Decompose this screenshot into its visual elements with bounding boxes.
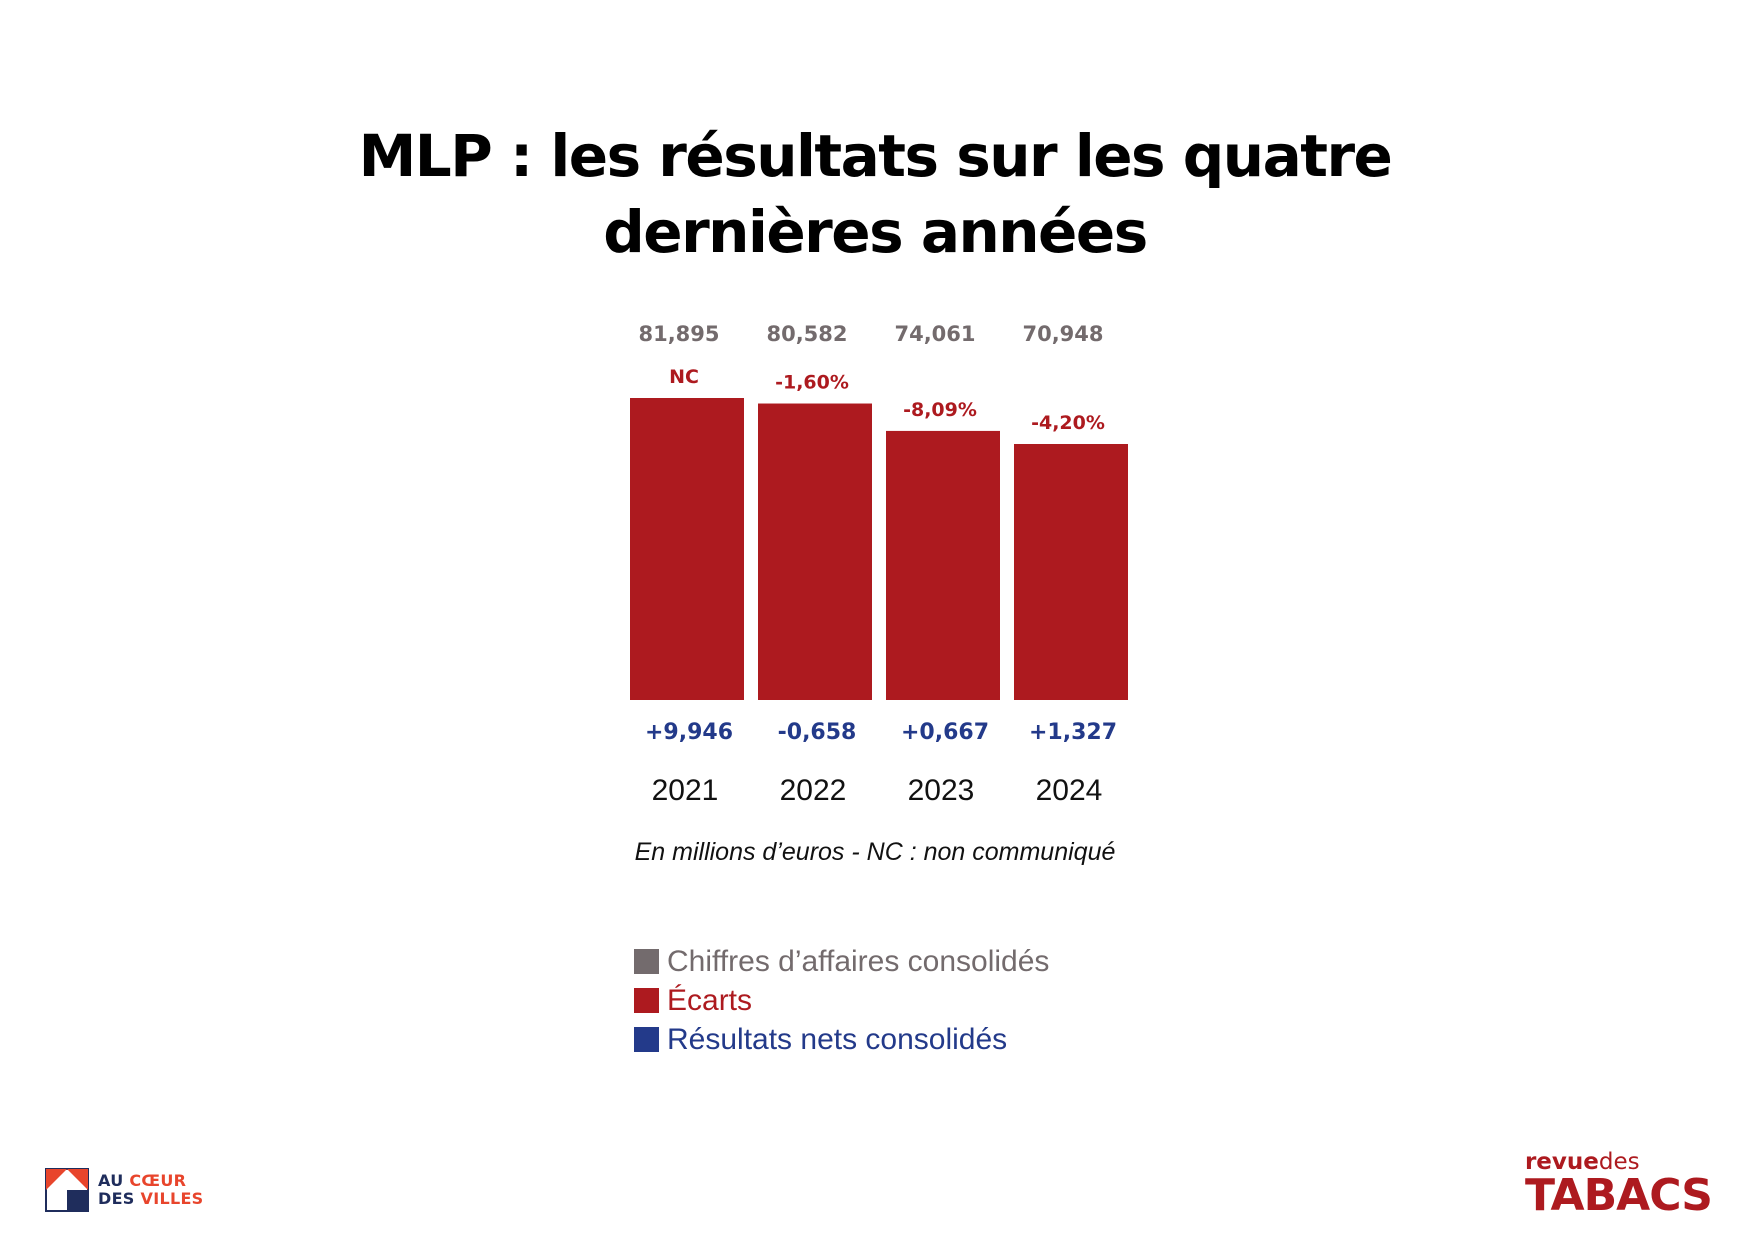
- bar-2024: [1014, 443, 1128, 700]
- legend-swatch-gap: [634, 988, 659, 1013]
- bar-2022: [758, 403, 872, 700]
- logo-right-bottom: TABACS: [1524, 1170, 1713, 1221]
- logo-left-line2-b: VILLES: [140, 1189, 204, 1208]
- gap-label-2021: NC: [669, 366, 699, 388]
- net-label-2024: +1,327: [1029, 720, 1117, 745]
- revenue-label-2024: 70,948: [1022, 322, 1103, 346]
- revenue-label-2022: 80,582: [766, 322, 847, 346]
- unit-note: En millions d’euros - NC : non communiqu…: [634, 838, 1116, 866]
- legend-swatch-revenue: [634, 949, 659, 974]
- logo-left-line1-a: AU: [98, 1171, 124, 1190]
- net-label-2023: +0,667: [901, 720, 989, 745]
- revenue-label-2023: 74,061: [894, 322, 975, 346]
- logo-right-top-b: des: [1598, 1149, 1640, 1175]
- x-tick-2021: 2021: [652, 774, 719, 807]
- legend-label-net: Résultats nets consolidés: [667, 1022, 1008, 1056]
- legend-swatch-net: [634, 1027, 659, 1052]
- logo-revue-des-tabacs: revuedes TABACS: [1524, 1149, 1713, 1221]
- legend-item-revenue: Chiffres d’affaires consolidés: [634, 942, 1049, 981]
- legend: Chiffres d’affaires consolidés Écarts Ré…: [634, 942, 1049, 1059]
- x-tick-2024: 2024: [1036, 774, 1103, 807]
- page-title: MLP : les résultats sur les quatre derni…: [358, 122, 1393, 266]
- legend-label-revenue: Chiffres d’affaires consolidés: [667, 944, 1050, 978]
- gap-label-2023: -8,09%: [903, 399, 977, 421]
- house-logo-icon: [45, 1168, 89, 1212]
- bar-2023: [886, 430, 1000, 700]
- legend-item-net: Résultats nets consolidés: [634, 1020, 1049, 1059]
- gap-label-2024: -4,20%: [1031, 412, 1105, 434]
- bar-2021: [630, 398, 744, 700]
- x-tick-2023: 2023: [908, 774, 975, 807]
- x-tick-2022: 2022: [780, 774, 847, 807]
- logo-right-top-a: revue: [1524, 1149, 1599, 1175]
- gap-label-2022: -1,60%: [775, 372, 849, 394]
- logo-left-line2-a: DES: [98, 1189, 135, 1208]
- logo-au-coeur-des-villes: AU CŒUR DES VILLES: [45, 1168, 204, 1212]
- legend-item-gap: Écarts: [634, 981, 1049, 1020]
- net-label-2022: -0,658: [778, 720, 857, 745]
- revenue-label-2021: 81,895: [638, 322, 719, 346]
- net-label-2021: +9,946: [645, 720, 733, 745]
- legend-label-gap: Écarts: [667, 983, 753, 1017]
- logo-left-line1-b: CŒUR: [129, 1171, 187, 1190]
- bar-chart: 81,895 NC +9,946 2021 80,582 -1,60% -0,658 2022…: [630, 322, 1128, 807]
